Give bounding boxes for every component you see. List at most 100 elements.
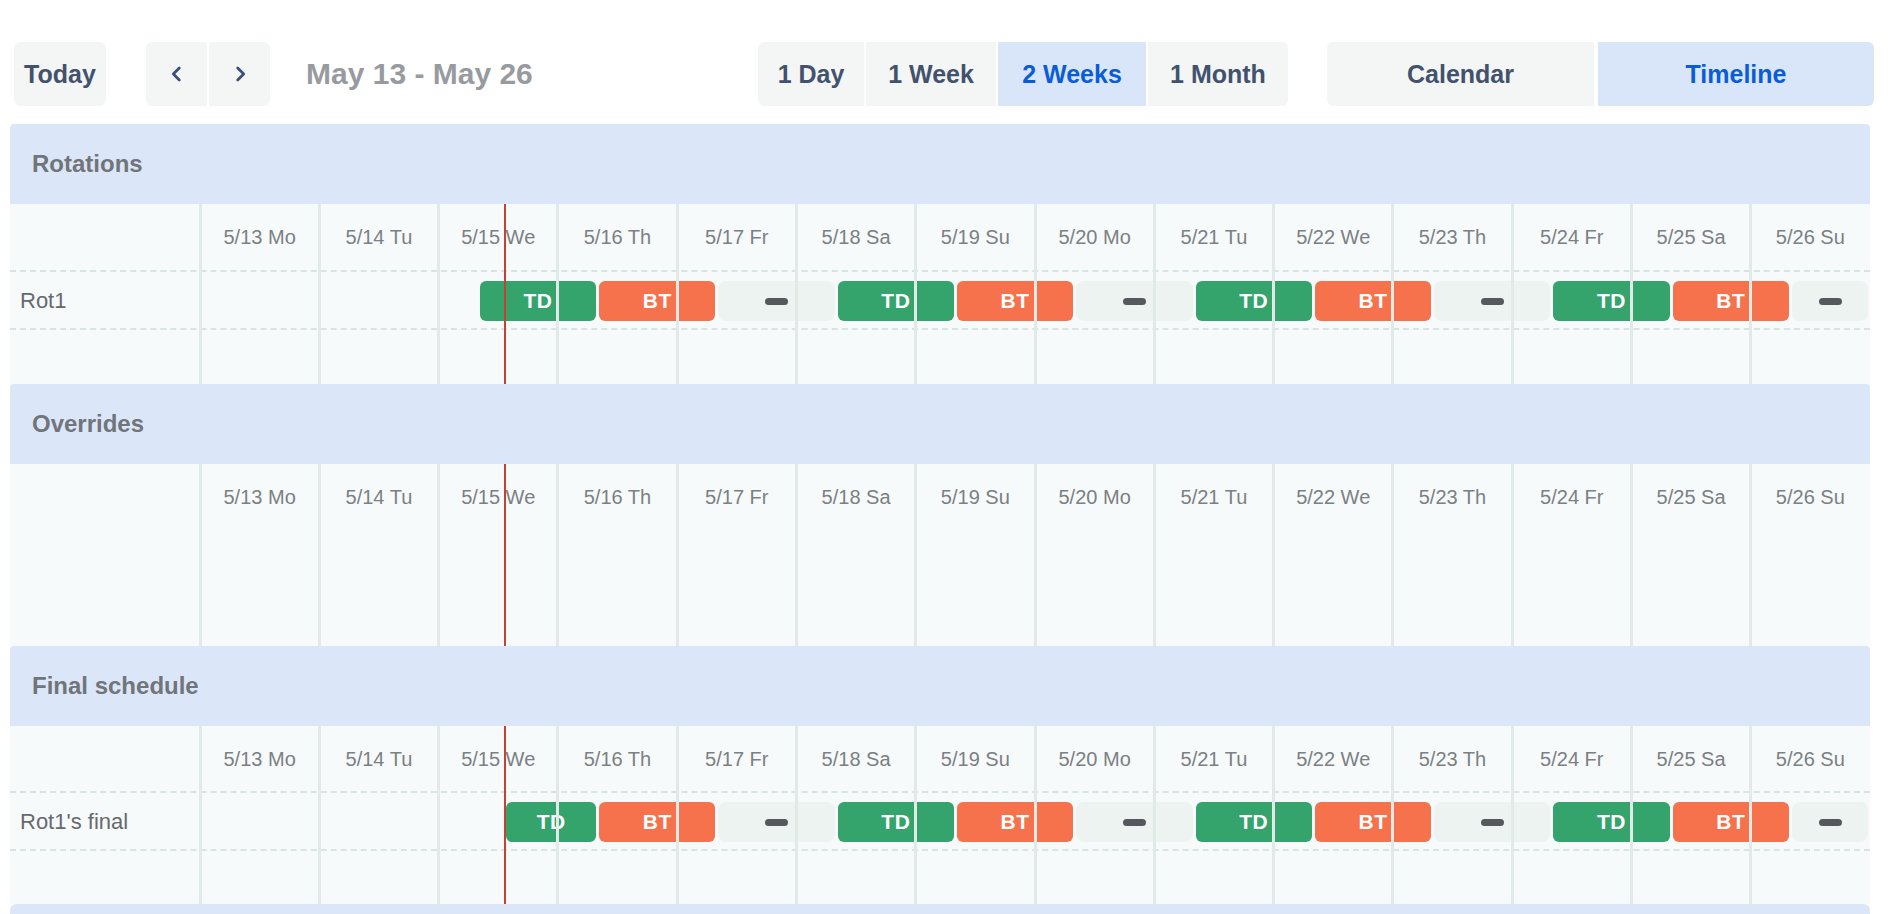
partial-section-band — [10, 904, 1870, 914]
shift-block-bt[interactable]: BT — [599, 281, 715, 321]
overrides-grid: 5/13 Mo5/14 Tu5/15 We5/16 Th5/17 Fr5/18 … — [10, 464, 1870, 646]
day-header-cell: 5/14 Tu — [319, 486, 438, 512]
day-header-cell: 5/14 Tu — [319, 226, 438, 252]
day-header-cell: 5/20 Mo — [1035, 226, 1154, 252]
chevron-left-icon — [166, 63, 188, 85]
day-header-cell: 5/24 Fr — [1512, 226, 1631, 252]
calendar-mode-button[interactable]: Calendar — [1327, 42, 1594, 106]
day-header-cell: 5/16 Th — [558, 486, 677, 512]
rotation-gap-segment — [718, 802, 834, 842]
schedule-timeline-page: Today May 13 - May 26 1 Day 1 Week 2 Wee… — [0, 0, 1892, 914]
now-indicator-line — [504, 464, 507, 646]
shift-block-td[interactable]: TD — [1553, 802, 1669, 842]
display-mode-button-group: Calendar Timeline — [1327, 42, 1874, 106]
day-header-cell: 5/15 We — [439, 486, 558, 512]
section-overrides: Overrides 5/13 Mo5/14 Tu5/15 We5/16 Th5/… — [10, 384, 1870, 646]
shift-block-bt[interactable]: BT — [1315, 281, 1431, 321]
shift-block-td[interactable]: TD — [506, 802, 596, 842]
day-header-cell: 5/23 Th — [1393, 226, 1512, 252]
shift-block-bt[interactable]: BT — [1673, 281, 1789, 321]
day-header-cell: 5/26 Su — [1751, 226, 1870, 252]
gap-dash-icon — [1123, 819, 1146, 826]
shift-block-bt[interactable]: BT — [1315, 802, 1431, 842]
rotation-row: Rot1 TDBTTDBTTDBTTDBT — [10, 270, 1870, 330]
day-header-cell: 5/15 We — [439, 226, 558, 252]
shift-block-td[interactable]: TD — [838, 281, 954, 321]
section-rotations: Rotations Rot1 TDBTTDBTTDBTTDBT 5/13 Mo5… — [10, 124, 1870, 384]
day-header-cell: 5/19 Su — [916, 748, 1035, 774]
date-range-title: May 13 - May 26 — [306, 42, 533, 106]
day-header-cell: 5/25 Sa — [1631, 748, 1750, 774]
shift-block-td[interactable]: TD — [1196, 802, 1312, 842]
now-indicator-line — [504, 204, 507, 384]
rotation-gap-segment — [1792, 281, 1869, 321]
day-header-cell: 5/13 Mo — [200, 486, 319, 512]
day-header-cell: 5/13 Mo — [200, 748, 319, 774]
section-final-schedule: Final schedule Rot1's final TDBTTDBTTDBT… — [10, 646, 1870, 904]
section-title: Overrides — [32, 384, 144, 464]
chevron-right-icon — [229, 63, 251, 85]
shift-block-bt[interactable]: BT — [957, 802, 1073, 842]
next-period-button[interactable] — [209, 42, 270, 106]
day-header-cell: 5/14 Tu — [319, 748, 438, 774]
gap-dash-icon — [1481, 819, 1504, 826]
section-header-band: Rotations — [10, 124, 1870, 204]
day-header-cell: 5/21 Tu — [1154, 226, 1273, 252]
day-header-cell: 5/17 Fr — [677, 748, 796, 774]
prev-period-button[interactable] — [146, 42, 207, 106]
final-schedule-grid: Rot1's final TDBTTDBTTDBTTDBT 5/13 Mo5/1… — [10, 726, 1870, 904]
shift-block-td[interactable]: TD — [1196, 281, 1312, 321]
day-header-cell: 5/23 Th — [1393, 748, 1512, 774]
rotation-gap-segment — [1434, 281, 1550, 321]
day-header-cell: 5/16 Th — [558, 226, 677, 252]
day-header-cell: 5/18 Sa — [796, 486, 915, 512]
day-header-cell: 5/18 Sa — [796, 748, 915, 774]
section-header-band: Final schedule — [10, 646, 1870, 726]
day-header-cell: 5/19 Su — [916, 486, 1035, 512]
day-header-cell: 5/26 Su — [1751, 486, 1870, 512]
section-title: Rotations — [32, 124, 143, 204]
shift-block-td[interactable]: TD — [480, 281, 596, 321]
gap-dash-icon — [765, 298, 788, 305]
day-header-cell: 5/23 Th — [1393, 486, 1512, 512]
shift-block-td[interactable]: TD — [838, 802, 954, 842]
section-title: Final schedule — [32, 646, 199, 726]
day-header-cell: 5/24 Fr — [1512, 486, 1631, 512]
rotation-gap-segment — [1076, 281, 1192, 321]
section-header-band: Overrides — [10, 384, 1870, 464]
view-1-month-button[interactable]: 1 Month — [1148, 42, 1288, 106]
today-button[interactable]: Today — [14, 42, 106, 106]
now-indicator-line — [504, 726, 507, 904]
gap-dash-icon — [765, 819, 788, 826]
view-2-weeks-button[interactable]: 2 Weeks — [998, 42, 1146, 106]
day-header-cell: 5/17 Fr — [677, 226, 796, 252]
rotation-gap-segment — [1076, 802, 1192, 842]
gap-dash-icon — [1819, 819, 1842, 826]
rotation-gap-segment — [1434, 802, 1550, 842]
day-header-cell: 5/24 Fr — [1512, 748, 1631, 774]
shift-block-bt[interactable]: BT — [957, 281, 1073, 321]
toolbar: Today May 13 - May 26 1 Day 1 Week 2 Wee… — [0, 0, 1892, 114]
day-header-cell: 5/25 Sa — [1631, 226, 1750, 252]
gap-dash-icon — [1123, 298, 1146, 305]
day-header-cell: 5/13 Mo — [200, 226, 319, 252]
shift-block-td[interactable]: TD — [1553, 281, 1669, 321]
day-header-cell: 5/19 Su — [916, 226, 1035, 252]
day-header-cell: 5/25 Sa — [1631, 486, 1750, 512]
gap-dash-icon — [1819, 298, 1842, 305]
day-header-cell: 5/20 Mo — [1035, 486, 1154, 512]
day-header-cell: 5/18 Sa — [796, 226, 915, 252]
day-header-cell: 5/26 Su — [1751, 748, 1870, 774]
final-row-label: Rot1's final — [20, 793, 128, 853]
view-1-day-button[interactable]: 1 Day — [758, 42, 864, 106]
day-header-cell: 5/22 We — [1274, 748, 1393, 774]
day-header-cell: 5/16 Th — [558, 748, 677, 774]
shift-block-bt[interactable]: BT — [1673, 802, 1789, 842]
view-1-week-button[interactable]: 1 Week — [866, 42, 996, 106]
day-header-cell: 5/22 We — [1274, 486, 1393, 512]
day-header-cell: 5/15 We — [439, 748, 558, 774]
day-header-cell: 5/17 Fr — [677, 486, 796, 512]
shift-block-bt[interactable]: BT — [599, 802, 715, 842]
timeline-mode-button[interactable]: Timeline — [1598, 42, 1874, 106]
gap-dash-icon — [1481, 298, 1504, 305]
